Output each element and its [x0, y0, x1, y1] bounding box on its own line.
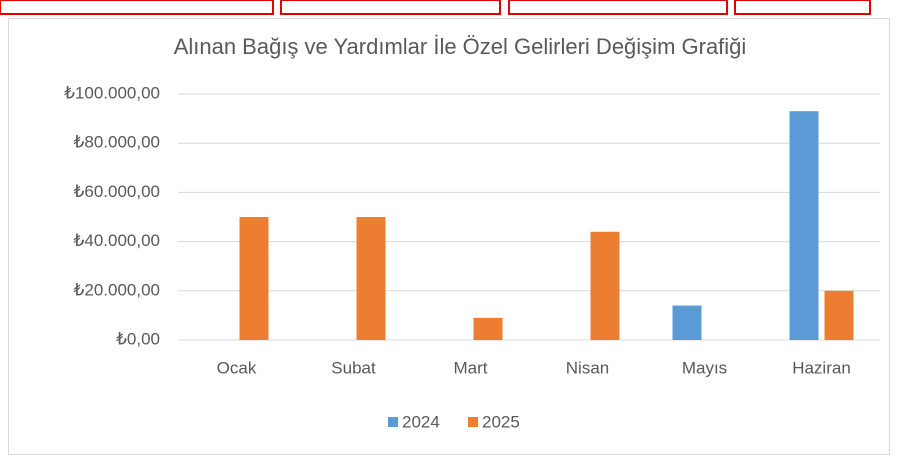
x-tick-label: Subat: [331, 358, 376, 377]
bar: [789, 111, 819, 340]
legend-swatch: [468, 417, 478, 427]
x-tick-label: Nisan: [566, 358, 609, 377]
chart-title: Alınan Bağış ve Yardımlar İle Özel Gelir…: [174, 34, 747, 59]
bar: [239, 217, 269, 340]
y-tick-label: ₺60.000,00: [74, 182, 160, 201]
chart-border: [8, 18, 890, 455]
x-tick-label: Mart: [454, 358, 488, 377]
y-tick-label: ₺100.000,00: [64, 83, 160, 102]
x-tick-label: Haziran: [792, 358, 851, 377]
cell-box: [734, 0, 871, 15]
legend-label: 2024: [402, 412, 440, 431]
y-tick-label: ₺0,00: [116, 329, 160, 348]
y-tick-label: ₺40.000,00: [74, 231, 160, 250]
bar: [590, 231, 620, 340]
bar: [356, 217, 386, 340]
cell-box: [508, 0, 728, 15]
cell-box: [0, 0, 274, 15]
y-tick-label: ₺20.000,00: [74, 280, 160, 299]
x-tick-label: Ocak: [217, 358, 257, 377]
bar: [672, 305, 702, 340]
bar: [824, 290, 854, 340]
bar: [473, 317, 503, 340]
y-tick-label: ₺80.000,00: [74, 133, 160, 152]
cell-box: [280, 0, 501, 15]
legend-swatch: [388, 417, 398, 427]
x-tick-label: Mayıs: [682, 358, 727, 377]
legend-label: 2025: [482, 412, 520, 431]
